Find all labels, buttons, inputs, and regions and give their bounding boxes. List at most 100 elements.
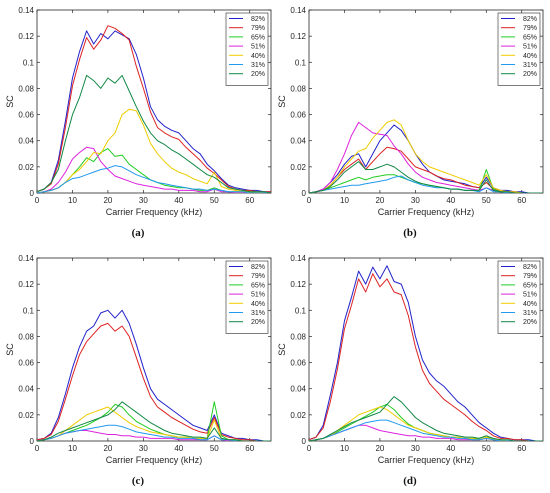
y-tick-label: 0.02 — [290, 163, 306, 172]
y-tick-label: 0.04 — [18, 385, 34, 394]
y-tick-label: 0.08 — [18, 84, 34, 93]
legend-label: 82% — [251, 16, 265, 23]
x-tick-label: 60 — [517, 444, 526, 453]
x-tick-label: 60 — [245, 196, 254, 205]
legend-label: 65% — [523, 34, 537, 41]
legend-label: 65% — [251, 282, 265, 289]
panel-caption: (d) — [403, 475, 417, 487]
y-tick-label: 0.02 — [18, 163, 34, 172]
series-line-82pct — [309, 265, 543, 441]
x-axis-label: Carrier Frequency (kHz) — [378, 207, 475, 217]
x-tick-label: 0 — [35, 444, 40, 453]
legend-label: 40% — [251, 301, 265, 308]
x-axis-label: Carrier Frequency (kHz) — [106, 455, 203, 465]
x-tick-label: 60 — [517, 196, 526, 205]
y-tick-label: 0.02 — [18, 411, 34, 420]
y-tick-label: 0.06 — [18, 359, 34, 368]
x-tick-label: 50 — [482, 444, 491, 453]
x-tick-label: 50 — [210, 444, 219, 453]
legend-label: 20% — [251, 319, 265, 326]
legend-label: 82% — [523, 264, 537, 271]
legend-label: 79% — [251, 273, 265, 280]
x-tick-label: 0 — [307, 444, 312, 453]
chart-panel-4: 0 10 20 30 40 50 60 0 0.02 0.04 0.06 0.08 0.1 0.12 0.1… — [277, 254, 544, 487]
x-tick-label: 40 — [446, 196, 455, 205]
series-line-20pct — [37, 74, 271, 193]
series-line-82pct — [37, 30, 271, 193]
y-tick-label: 0.06 — [290, 359, 306, 368]
legend-label: 51% — [523, 44, 537, 51]
chart-panel-2: 0 10 20 30 40 50 60 0 0.02 0.04 0.06 0.08 0.1 0.12 0.1… — [277, 6, 544, 239]
y-tick-label: 0.14 — [18, 6, 34, 15]
series-line-82pct — [309, 124, 543, 193]
panel-caption: (c) — [132, 475, 145, 487]
legend-label: 65% — [251, 34, 265, 41]
y-tick-label: 0.12 — [290, 280, 306, 289]
legend-label: 79% — [523, 273, 537, 280]
x-tick-label: 40 — [174, 196, 183, 205]
series-line-40pct — [309, 406, 543, 441]
y-tick-label: 0.1 — [295, 306, 307, 315]
y-tick-label: 0.1 — [295, 58, 307, 67]
y-tick-label: 0.04 — [290, 137, 306, 146]
x-tick-label: 40 — [446, 444, 455, 453]
y-axis-label: SC — [5, 95, 15, 108]
y-axis-label: SC — [5, 343, 15, 356]
legend-label: 31% — [523, 62, 537, 69]
y-tick-label: 0.14 — [290, 6, 306, 15]
series-line-40pct — [309, 119, 543, 193]
x-tick-label: 20 — [375, 196, 384, 205]
y-tick-label: 0 — [302, 189, 307, 198]
x-tick-label: 60 — [245, 444, 254, 453]
panel-caption: (a) — [132, 227, 145, 239]
legend-label: 40% — [523, 301, 537, 308]
x-tick-label: 0 — [35, 196, 40, 205]
series-line-51pct — [37, 146, 271, 193]
x-tick-label: 30 — [411, 196, 420, 205]
series-line-20pct — [37, 401, 271, 441]
y-tick-label: 0.1 — [23, 306, 35, 315]
x-tick-label: 50 — [482, 196, 491, 205]
legend-label: 31% — [523, 310, 537, 317]
y-tick-label: 0.06 — [18, 111, 34, 120]
y-tick-label: 0.1 — [23, 58, 35, 67]
x-tick-label: 20 — [375, 444, 384, 453]
x-tick-label: 30 — [139, 444, 148, 453]
legend-label: 79% — [523, 25, 537, 32]
series-line-31pct — [37, 424, 271, 441]
y-tick-label: 0.08 — [290, 332, 306, 341]
legend-label: 40% — [523, 53, 537, 60]
series-line-40pct — [37, 108, 271, 193]
y-tick-label: 0 — [30, 437, 35, 446]
y-tick-label: 0 — [302, 437, 307, 446]
y-tick-label: 0.12 — [290, 32, 306, 41]
x-axis-label: Carrier Frequency (kHz) — [106, 207, 203, 217]
legend-label: 31% — [251, 62, 265, 69]
y-tick-label: 0.08 — [290, 84, 306, 93]
legend-label: 51% — [523, 292, 537, 299]
legend-label: 31% — [251, 310, 265, 317]
x-tick-label: 30 — [139, 196, 148, 205]
series-line-79pct — [37, 25, 271, 193]
series-line-79pct — [309, 273, 543, 441]
series-line-20pct — [309, 161, 543, 193]
legend-label: 40% — [251, 53, 265, 60]
y-tick-label: 0.08 — [18, 332, 34, 341]
y-tick-label: 0 — [30, 189, 35, 198]
legend-label: 20% — [251, 71, 265, 78]
series-line-82pct — [37, 309, 271, 441]
legend-label: 79% — [251, 25, 265, 32]
series-line-31pct — [309, 175, 543, 193]
x-tick-label: 0 — [307, 196, 312, 205]
x-tick-label: 10 — [68, 196, 77, 205]
y-tick-label: 0.14 — [290, 254, 306, 263]
legend-label: 82% — [523, 16, 537, 23]
chart-panel-1: 0 10 20 30 40 50 60 0 0.02 0.04 0.06 0.08 0.1 0.12 0.1… — [5, 6, 272, 239]
legend-label: 82% — [251, 264, 265, 271]
y-tick-label: 0.02 — [290, 411, 306, 420]
x-tick-label: 30 — [411, 444, 420, 453]
x-tick-label: 10 — [68, 444, 77, 453]
legend-label: 20% — [523, 71, 537, 78]
chart-panel-3: 0 10 20 30 40 50 60 0 0.02 0.04 0.06 0.08 0.1 0.12 0.1… — [5, 254, 272, 487]
